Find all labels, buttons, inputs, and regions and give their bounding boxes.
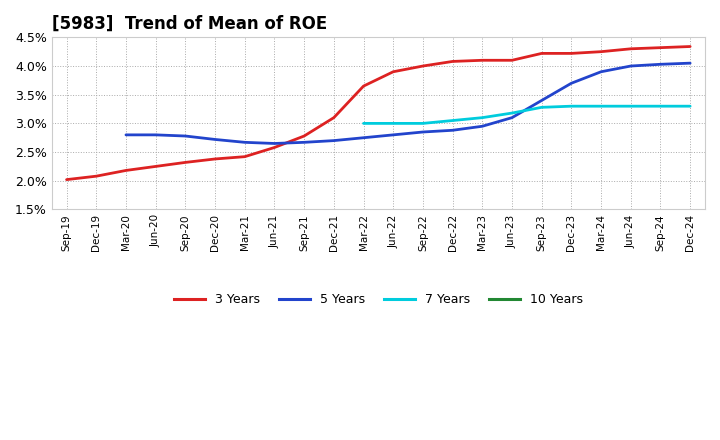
7 Years (508, 110, 516, 116)
5 Years (240, 139, 249, 145)
5 Years (537, 98, 546, 103)
3 Years (626, 46, 635, 51)
Line: 5 Years: 5 Years (126, 63, 690, 143)
7 Years (567, 103, 576, 109)
5 Years (656, 62, 665, 67)
5 Years (567, 81, 576, 86)
7 Years (686, 103, 695, 109)
5 Years (508, 115, 516, 120)
3 Years (270, 145, 279, 150)
3 Years (181, 160, 189, 165)
Text: [5983]  Trend of Mean of ROE: [5983] Trend of Mean of ROE (52, 15, 327, 33)
3 Years (211, 156, 220, 161)
5 Years (181, 133, 189, 139)
3 Years (300, 133, 308, 139)
3 Years (537, 51, 546, 56)
7 Years (537, 105, 546, 110)
3 Years (478, 58, 487, 63)
3 Years (359, 84, 368, 89)
7 Years (478, 115, 487, 120)
3 Years (151, 164, 160, 169)
3 Years (597, 49, 606, 54)
Line: 7 Years: 7 Years (364, 106, 690, 123)
3 Years (567, 51, 576, 56)
5 Years (330, 138, 338, 143)
7 Years (449, 118, 457, 123)
3 Years (656, 45, 665, 50)
Legend: 3 Years, 5 Years, 7 Years, 10 Years: 3 Years, 5 Years, 7 Years, 10 Years (168, 288, 588, 311)
7 Years (626, 103, 635, 109)
Line: 3 Years: 3 Years (66, 47, 690, 180)
3 Years (62, 177, 71, 182)
5 Years (449, 128, 457, 133)
5 Years (151, 132, 160, 138)
3 Years (449, 59, 457, 64)
5 Years (270, 141, 279, 146)
3 Years (330, 115, 338, 120)
5 Years (597, 69, 606, 74)
5 Years (122, 132, 130, 138)
5 Years (478, 124, 487, 129)
5 Years (300, 139, 308, 145)
7 Years (418, 121, 427, 126)
5 Years (626, 63, 635, 69)
5 Years (359, 135, 368, 140)
3 Years (508, 58, 516, 63)
5 Years (211, 137, 220, 142)
3 Years (389, 69, 397, 74)
7 Years (656, 103, 665, 109)
7 Years (389, 121, 397, 126)
3 Years (240, 154, 249, 159)
3 Years (686, 44, 695, 49)
3 Years (418, 63, 427, 69)
7 Years (359, 121, 368, 126)
7 Years (597, 103, 606, 109)
5 Years (389, 132, 397, 138)
5 Years (418, 129, 427, 135)
3 Years (92, 173, 101, 179)
3 Years (122, 168, 130, 173)
5 Years (686, 61, 695, 66)
